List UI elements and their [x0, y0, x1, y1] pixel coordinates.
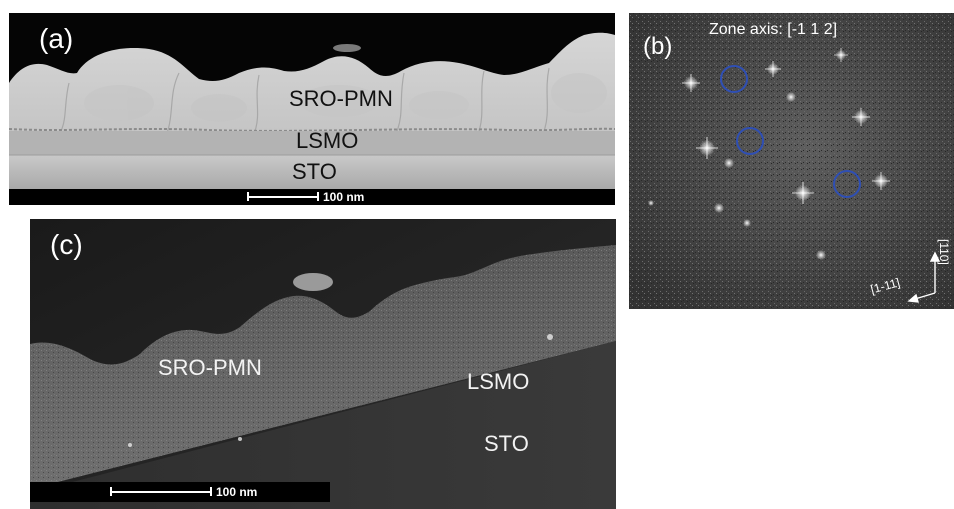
- surface-particle: [333, 44, 361, 52]
- panel-b-diffractogram: [629, 13, 954, 309]
- lsmo-layer: [9, 131, 615, 155]
- panel-a-scale-label: 100 nm: [323, 190, 365, 204]
- sto-substrate: [9, 155, 615, 189]
- panel-c-micrograph: [30, 219, 616, 509]
- zone-axis-label: Zone axis: [-1 1 2]: [709, 21, 838, 38]
- panel-c-scale-bar: 100 nm: [30, 482, 330, 502]
- panel-a-sto-label: STO: [292, 159, 337, 184]
- panel-c-stem-image: (c) SRO-PMN LSMO STO 100 nm: [30, 219, 616, 509]
- panel-b-fft-pattern: Zone axis: [-1 1 2] (b) [110] [1-11]: [629, 13, 954, 309]
- panel-a-sro-pmn-label: SRO-PMN: [289, 86, 393, 111]
- panel-c-label: (c): [50, 229, 83, 260]
- panel-c-lsmo-label: LSMO: [467, 369, 530, 394]
- direction-arrows: [907, 251, 941, 303]
- diffraction-spots: [648, 48, 890, 260]
- surface-particle: [293, 273, 333, 291]
- direction-110-label: [110]: [937, 239, 951, 265]
- panel-a-label: (a): [39, 23, 74, 54]
- panel-a-micrograph: [9, 13, 615, 205]
- panel-a-stem-image: (a) SRO-PMN LSMO STO 100 nm: [9, 13, 615, 205]
- panel-b-label: (b): [643, 33, 673, 60]
- panel-c-sro-pmn-label: SRO-PMN: [158, 355, 262, 380]
- panel-a-lsmo-label: LSMO: [296, 128, 359, 153]
- panel-c-scale-label: 100 nm: [216, 485, 258, 499]
- panel-a-scale-bar: 100 nm: [9, 189, 615, 205]
- panel-c-sto-label: STO: [484, 431, 529, 456]
- sto-substrate: [30, 341, 616, 509]
- highlight-circles: [720, 65, 861, 198]
